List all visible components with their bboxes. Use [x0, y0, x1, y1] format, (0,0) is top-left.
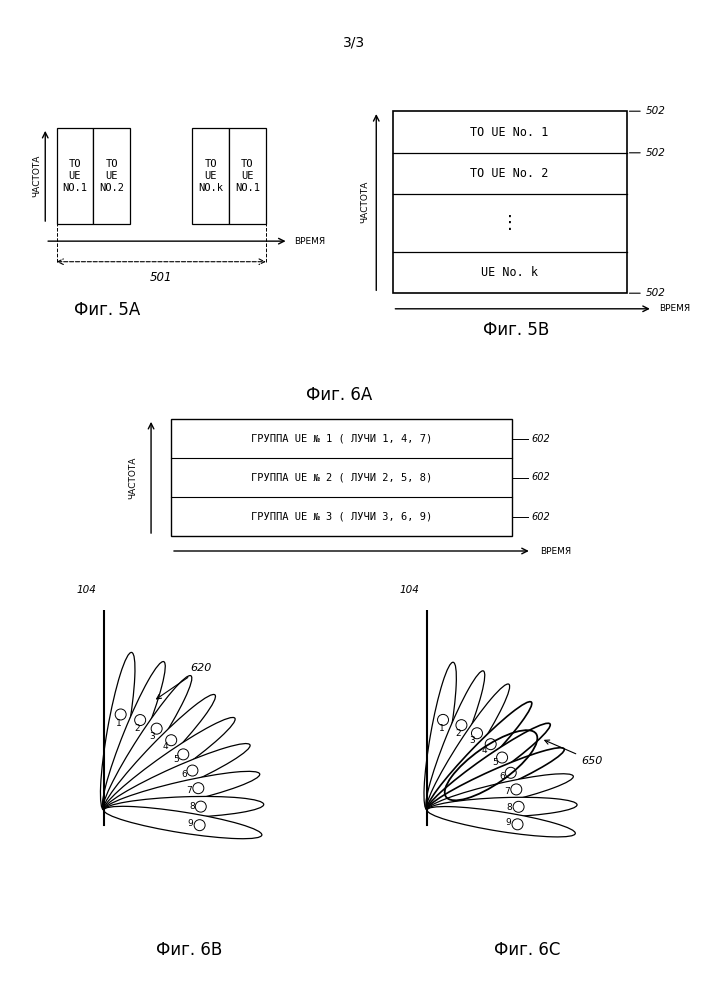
Text: ВРЕМЯ: ВРЕМЯ: [539, 546, 571, 556]
Text: Фиг. 5B: Фиг. 5B: [483, 321, 549, 339]
Ellipse shape: [427, 807, 575, 837]
Text: ГРУППА UE № 3 ( ЛУЧИ 3, 6, 9): ГРУППА UE № 3 ( ЛУЧИ 3, 6, 9): [251, 512, 432, 522]
Ellipse shape: [115, 709, 126, 720]
Ellipse shape: [427, 748, 564, 811]
Text: ЧАСТОТА: ЧАСТОТА: [361, 181, 369, 223]
Text: UE No. k: UE No. k: [481, 266, 538, 279]
Text: 8: 8: [507, 803, 513, 812]
Text: TO UE No. 2: TO UE No. 2: [470, 167, 549, 180]
Ellipse shape: [104, 771, 259, 813]
Ellipse shape: [426, 684, 510, 810]
Text: 104: 104: [399, 585, 420, 595]
Text: ГРУППА UE № 1 ( ЛУЧИ 1, 4, 7): ГРУППА UE № 1 ( ЛУЧИ 1, 4, 7): [251, 434, 432, 444]
Text: ЧАСТОТА: ЧАСТОТА: [33, 155, 41, 197]
Text: Фиг. 6C: Фиг. 6C: [494, 941, 561, 959]
Text: 502: 502: [646, 148, 666, 158]
Text: 3: 3: [149, 732, 155, 741]
Ellipse shape: [485, 739, 496, 750]
Bar: [229, 128, 266, 224]
Text: ЧАСТОТА: ЧАСТОТА: [129, 456, 138, 499]
Text: 2: 2: [134, 724, 139, 733]
Ellipse shape: [187, 765, 198, 776]
Ellipse shape: [193, 783, 204, 794]
Ellipse shape: [100, 652, 135, 810]
Text: 1: 1: [116, 719, 122, 728]
Text: 6: 6: [500, 772, 506, 781]
Bar: [392, 111, 626, 293]
Bar: [93, 128, 130, 224]
Text: 2: 2: [455, 729, 461, 738]
Ellipse shape: [194, 820, 205, 831]
Ellipse shape: [151, 723, 162, 734]
Ellipse shape: [427, 723, 550, 811]
Text: TO
UE
NO.k: TO UE NO.k: [198, 159, 223, 193]
Ellipse shape: [427, 702, 532, 810]
Text: Фиг. 5A: Фиг. 5A: [74, 301, 141, 319]
Ellipse shape: [177, 749, 189, 760]
Ellipse shape: [103, 662, 165, 810]
Text: 502: 502: [646, 288, 666, 298]
Ellipse shape: [103, 717, 235, 811]
Text: TO
UE
NO.2: TO UE NO.2: [99, 159, 124, 193]
Ellipse shape: [438, 714, 448, 725]
Ellipse shape: [104, 806, 262, 839]
Text: 5: 5: [492, 758, 498, 767]
Ellipse shape: [456, 720, 467, 731]
Text: TO UE No. 1: TO UE No. 1: [470, 125, 549, 138]
Text: 9: 9: [506, 818, 511, 827]
Text: 602: 602: [532, 434, 551, 444]
Ellipse shape: [104, 796, 264, 818]
Text: 8: 8: [189, 802, 194, 811]
Text: 502: 502: [646, 106, 666, 116]
Text: 602: 602: [532, 512, 551, 522]
Bar: [171, 419, 512, 536]
Text: 9: 9: [188, 819, 194, 828]
Text: ВРЕМЯ: ВРЕМЯ: [294, 237, 325, 246]
Ellipse shape: [426, 671, 485, 810]
Text: 5: 5: [173, 755, 179, 764]
Text: TO
UE
NO.1: TO UE NO.1: [235, 159, 260, 193]
Bar: [57, 128, 93, 224]
Text: 620: 620: [156, 663, 212, 699]
Text: Фиг. 6B: Фиг. 6B: [156, 941, 222, 959]
Ellipse shape: [424, 662, 456, 810]
Text: 4: 4: [162, 742, 168, 751]
Text: 3: 3: [469, 736, 475, 745]
Text: 501: 501: [150, 271, 173, 284]
Ellipse shape: [195, 801, 206, 812]
Ellipse shape: [496, 752, 508, 763]
Text: 104: 104: [76, 585, 96, 595]
Text: 7: 7: [505, 787, 510, 796]
Ellipse shape: [472, 728, 482, 739]
Text: 602: 602: [532, 473, 551, 483]
Text: ⋮: ⋮: [501, 214, 519, 232]
Text: 4: 4: [481, 746, 487, 755]
Text: 650: 650: [545, 740, 602, 766]
Text: TO
UE
NO.1: TO UE NO.1: [62, 159, 88, 193]
Text: 6: 6: [181, 770, 187, 779]
Text: Фиг. 6A: Фиг. 6A: [306, 386, 373, 404]
Ellipse shape: [510, 784, 522, 795]
Text: ГРУППА UE № 2 ( ЛУЧИ 2, 5, 8): ГРУППА UE № 2 ( ЛУЧИ 2, 5, 8): [251, 473, 432, 483]
Text: ВРЕМЯ: ВРЕМЯ: [659, 304, 690, 313]
Ellipse shape: [134, 715, 146, 726]
Ellipse shape: [512, 819, 523, 830]
Text: 1: 1: [438, 724, 444, 733]
Ellipse shape: [103, 676, 192, 810]
Ellipse shape: [427, 797, 577, 817]
Ellipse shape: [506, 767, 516, 778]
Text: 3/3: 3/3: [342, 35, 365, 49]
Text: 7: 7: [187, 786, 192, 795]
Ellipse shape: [103, 694, 216, 810]
Ellipse shape: [513, 801, 524, 812]
Ellipse shape: [165, 735, 177, 746]
Bar: [192, 128, 229, 224]
Ellipse shape: [427, 774, 573, 812]
Ellipse shape: [104, 744, 250, 811]
